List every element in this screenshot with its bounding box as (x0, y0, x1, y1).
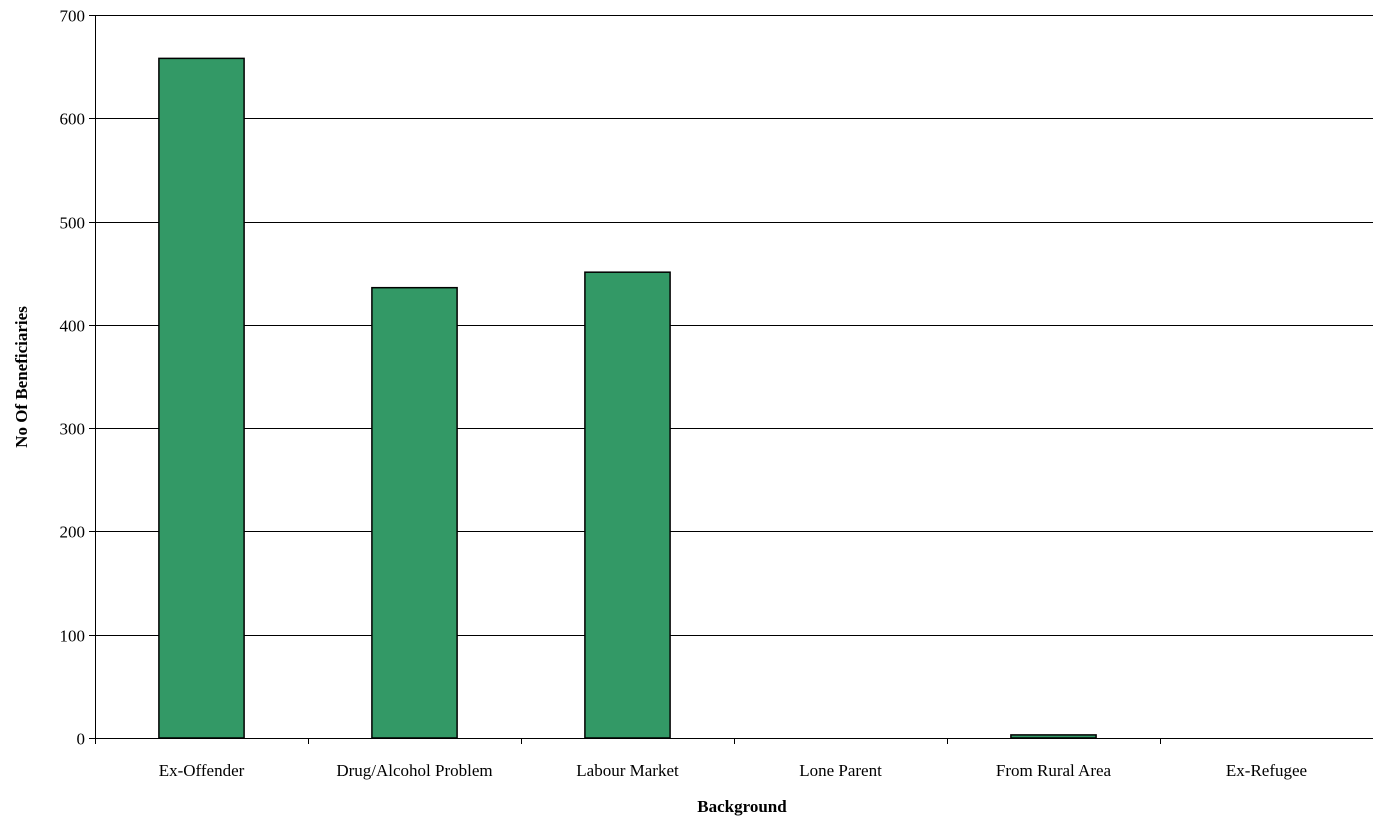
y-tick-label: 500 (60, 214, 86, 233)
y-tick-label: 100 (60, 627, 86, 646)
gridlines (95, 15, 1373, 636)
axes (89, 15, 1373, 744)
x-tick-label: Ex-Offender (159, 761, 245, 780)
bar-drug-alcohol-problem (371, 286, 458, 739)
y-tick-label: 200 (60, 523, 86, 542)
y-tick-label: 300 (60, 420, 86, 439)
x-tick-label: From Rural Area (996, 761, 1112, 780)
x-tick-label: Lone Parent (799, 761, 882, 780)
tick-labels: 0 100 200 300 400 500 600 700 Ex-Offender Drug/Al… (60, 7, 1308, 781)
bar-ex-offender (158, 57, 245, 739)
x-tick-label: Ex-Refugee (1226, 761, 1307, 780)
x-axis-title: Background (697, 797, 787, 816)
x-tick-label: Drug/Alcohol Problem (336, 761, 492, 780)
y-tick-label: 600 (60, 110, 86, 129)
bar-from-rural-area (1010, 734, 1097, 739)
y-tick-label: 400 (60, 317, 86, 336)
bar-labour-market (584, 271, 671, 739)
y-tick-label: 700 (60, 7, 86, 26)
x-tick-label: Labour Market (576, 761, 679, 780)
bars (158, 57, 1097, 739)
y-axis-title: No Of Beneficiaries (12, 306, 31, 448)
y-tick-label: 0 (77, 730, 86, 749)
